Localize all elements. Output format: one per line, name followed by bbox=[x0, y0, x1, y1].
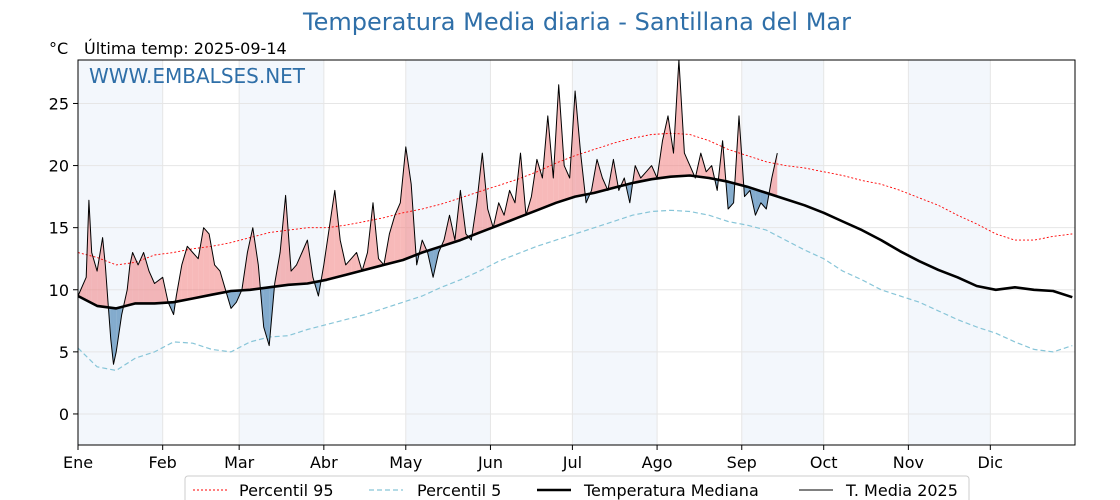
anomaly-above bbox=[280, 195, 286, 286]
anomaly-above bbox=[668, 115, 674, 178]
anomaly-above bbox=[547, 115, 554, 207]
anomaly-above bbox=[334, 190, 341, 278]
anomaly-above bbox=[102, 237, 106, 307]
legend-label-p5: Percentil 5 bbox=[417, 481, 501, 500]
series-line-median bbox=[77, 174, 1073, 310]
anomaly-below bbox=[744, 185, 750, 197]
month-band bbox=[908, 60, 991, 445]
anomaly-above bbox=[323, 227, 330, 281]
anomaly-above bbox=[706, 165, 712, 179]
month-bands bbox=[78, 60, 991, 445]
x-tick-label: Ago bbox=[642, 453, 673, 472]
anomaly-above bbox=[247, 227, 253, 290]
x-tick-label: Dic bbox=[978, 453, 1004, 472]
x-tick-label: Abr bbox=[310, 453, 338, 472]
anomaly-above bbox=[154, 277, 163, 304]
anomaly-above bbox=[301, 240, 308, 284]
anomaly-above bbox=[138, 252, 144, 304]
x-tick-label: Feb bbox=[149, 453, 177, 472]
series-lines bbox=[77, 59, 1073, 372]
anomaly-above bbox=[646, 165, 652, 181]
last-update-label: Última temp: 2025-09-14 bbox=[84, 39, 287, 58]
anomaly-above bbox=[509, 190, 516, 221]
x-tick-label: May bbox=[389, 453, 422, 472]
legend-label-current: T. Media 2025 bbox=[845, 481, 958, 500]
anomaly-above bbox=[498, 202, 505, 226]
x-tick-label: Jun bbox=[477, 453, 503, 472]
anomaly-above bbox=[662, 115, 669, 178]
anomaly-above bbox=[345, 258, 352, 275]
anomaly-above bbox=[596, 159, 603, 193]
x-tick-label: Nov bbox=[893, 453, 924, 472]
anomaly-above bbox=[296, 252, 302, 285]
legend-label-p95: Percentil 95 bbox=[239, 481, 334, 500]
anomaly-above bbox=[203, 227, 210, 297]
anomaly-above bbox=[558, 84, 565, 202]
anomaly-below bbox=[755, 189, 761, 216]
anomaly-above bbox=[187, 246, 193, 300]
legend-box bbox=[184, 475, 970, 500]
anomaly-above bbox=[143, 252, 150, 304]
legend: Percentil 95 Percentil 5 Temperatura Media… bbox=[184, 475, 970, 500]
anomaly-above bbox=[564, 165, 570, 201]
anomaly-below bbox=[760, 191, 767, 210]
anomaly-above bbox=[400, 146, 406, 261]
x-axis-ticks: Ene Feb Mar Abr May Jun Jul Ago Sep Oct Nov Dic bbox=[63, 445, 1003, 472]
y-tick-label: 25 bbox=[49, 94, 69, 113]
watermark: WWW.EMBALSES.NET bbox=[89, 64, 306, 88]
y-tick-label: 20 bbox=[49, 157, 69, 176]
anomaly-above bbox=[476, 153, 483, 234]
x-tick-label: Sep bbox=[727, 453, 757, 472]
chart-title: Temperatura Media diaria - Santillana de… bbox=[302, 8, 851, 36]
y-tick-label: 10 bbox=[49, 281, 69, 300]
anomaly-above bbox=[340, 240, 346, 277]
anomaly-above bbox=[91, 252, 98, 306]
y-unit-label: °C bbox=[49, 39, 69, 58]
legend-label-median: Temperatura Mediana bbox=[583, 481, 759, 500]
y-tick-label: 0 bbox=[59, 405, 69, 424]
anomaly-above bbox=[214, 264, 221, 295]
anomaly-above bbox=[531, 159, 537, 213]
anomaly-above bbox=[329, 190, 335, 280]
anomaly-above bbox=[575, 91, 581, 197]
y-tick-label: 5 bbox=[59, 343, 69, 362]
x-tick-label: Jul bbox=[562, 453, 582, 472]
anomaly-below bbox=[110, 307, 114, 365]
anomaly-above bbox=[640, 171, 647, 182]
anomaly-above bbox=[394, 202, 401, 263]
anomaly-above bbox=[132, 252, 139, 305]
anomaly-above bbox=[97, 237, 103, 307]
anomaly-above bbox=[684, 153, 690, 176]
x-tick-label: Ene bbox=[63, 453, 93, 472]
anomaly-above bbox=[389, 215, 395, 264]
anomaly-above bbox=[771, 153, 778, 197]
month-band bbox=[572, 60, 658, 445]
x-tick-label: Oct bbox=[810, 453, 838, 472]
month-band bbox=[741, 60, 824, 445]
y-tick-label: 15 bbox=[49, 219, 69, 238]
plot-frame bbox=[77, 59, 1076, 446]
anomaly-above bbox=[482, 153, 488, 232]
anomaly-below bbox=[113, 308, 117, 365]
anomaly-above bbox=[192, 252, 199, 299]
anomaly-above bbox=[198, 227, 204, 298]
anomaly-above bbox=[542, 115, 548, 209]
anomaly-above bbox=[209, 233, 215, 296]
month-band bbox=[405, 60, 491, 445]
anomaly-above bbox=[88, 200, 92, 304]
x-tick-label: Mar bbox=[224, 453, 255, 472]
y-axis-ticks: 0 5 10 15 20 25 bbox=[49, 94, 78, 424]
anomaly-above bbox=[149, 271, 155, 304]
anomaly-above bbox=[536, 159, 543, 211]
anomaly-above bbox=[252, 227, 259, 290]
series-line-p95 bbox=[77, 132, 1073, 266]
anomaly-below bbox=[230, 290, 237, 309]
anomaly-above bbox=[181, 246, 188, 301]
series-line-current bbox=[77, 59, 778, 365]
anomaly-above bbox=[129, 252, 133, 305]
anomaly-below bbox=[728, 181, 734, 210]
